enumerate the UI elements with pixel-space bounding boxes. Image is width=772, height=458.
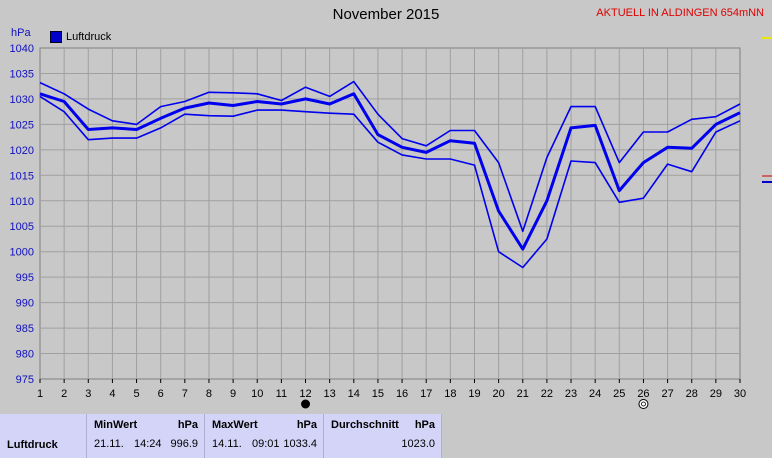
max-value: 1033.4 [283,438,317,450]
y-tick-label: 990 [16,298,34,310]
series-line-min [39,95,741,269]
x-tick-label: 16 [396,388,408,400]
x-tick-label: 19 [468,388,480,400]
x-tick-label: 9 [230,388,236,400]
avg-box: Durchschnitt hPa 1023.0 [324,414,442,458]
y-tick-label: 1020 [10,145,34,157]
x-tick-label: 6 [158,388,164,400]
x-tick-label: 12 [299,388,311,400]
x-tick-label: 1 [37,388,43,400]
x-tick-label: 8 [206,388,212,400]
full-moon-icon [301,399,311,409]
y-axis: 975 980 985 990 995 1000 1005 1010 1015 1020 1025 1… [10,43,34,386]
grid [40,48,740,379]
series-line-max [39,80,741,233]
stats-panel: Luftdruck MinWert hPa 21.11. 14:24 996.9… [0,414,772,458]
avg-label: Durchschnitt [331,419,399,431]
x-tick-label: 17 [420,388,432,400]
x-axis: 1 2 3 4 5 6 7 8 9 10 11 12 13 14 15 16 17 18 19 20 21 22 23 24 2… [37,379,746,400]
min-time: 14:24 [134,438,162,450]
legend-swatch [50,31,62,43]
y-tick-label: 1015 [10,170,34,182]
x-tick-label: 20 [492,388,504,400]
y-tick-label: 1040 [10,43,34,55]
chart-title: November 2015 [332,6,440,23]
x-tick-label: 24 [589,388,601,400]
series-line-mean [39,92,741,251]
min-unit: hPa [177,419,198,431]
x-tick-label: 21 [517,388,529,400]
x-tick-label: 26 [637,388,649,400]
y-tick-label: 1030 [10,94,34,106]
x-tick-label: 7 [182,388,188,400]
x-tick-label: 11 [276,388,287,400]
x-tick-label: 29 [710,388,722,400]
stats-row-label-text: Luftdruck [7,439,58,451]
x-tick-label: 18 [444,388,456,400]
avg-unit: hPa [414,419,435,431]
max-box: MaxWert hPa 14.11. 09:01 1033.4 [205,414,324,458]
x-tick-label: 5 [133,388,139,400]
max-date: 14.11. [212,438,242,450]
x-tick-label: 4 [109,388,115,400]
y-tick-label: 1005 [10,221,34,233]
min-date: 21.11. [94,438,124,450]
max-label: MaxWert [212,419,258,431]
series-lines [39,80,741,269]
x-tick-label: 15 [372,388,384,400]
stats-row-label: Luftdruck [0,414,87,458]
x-tick-label: 10 [251,388,263,400]
y-tick-label: 1000 [10,247,34,259]
y-tick-label: 1035 [10,68,34,80]
legend: Luftdruck [50,31,111,43]
x-tick-label: 25 [613,388,625,400]
x-tick-label: 28 [686,388,698,400]
min-box: MinWert hPa 21.11. 14:24 996.9 [87,414,205,458]
max-unit: hPa [296,419,317,431]
min-value: 996.9 [170,438,198,450]
y-tick-label: 995 [16,272,34,284]
y-tick-label: 980 [16,349,34,361]
x-tick-label: 2 [61,388,67,400]
y-tick-label: 1025 [10,119,34,131]
min-label: MinWert [94,419,138,431]
plot-area [39,47,741,380]
edge-indicators [762,37,772,183]
x-tick-label: 3 [85,388,91,400]
y-tick-label: 1010 [10,196,34,208]
x-tick-label: 30 [734,388,746,400]
x-tick-label: 23 [565,388,577,400]
new-moon-icon [638,399,649,409]
x-tick-label: 13 [324,388,336,400]
station-label: AKTUELL IN ALDINGEN 654mNN [596,7,764,19]
moon-markers [301,399,649,409]
pressure-chart: 9759809859909951000100510101015102010251… [10,43,746,409]
max-time: 09:01 [252,438,280,450]
x-tick-label: 27 [661,388,673,400]
x-tick-label: 14 [348,388,360,400]
y-tick-label: 985 [16,323,34,335]
x-tick-label: 22 [541,388,553,400]
new-moon-icon-inner [641,401,646,407]
y-tick-label: 975 [16,374,34,386]
legend-label: Luftdruck [66,31,112,43]
avg-value: 1023.0 [401,438,435,450]
y-axis-unit: hPa [11,27,31,39]
